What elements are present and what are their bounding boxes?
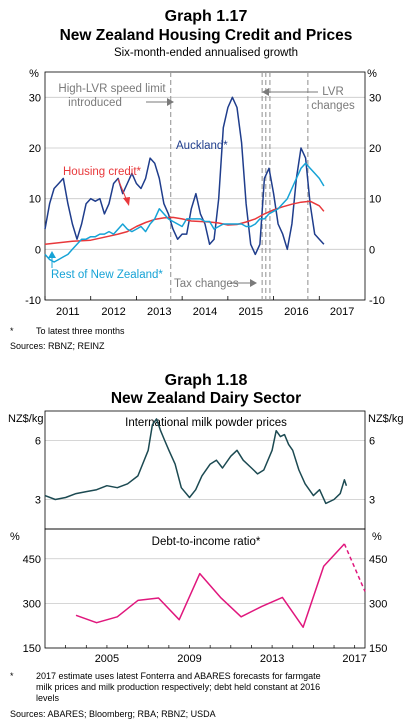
graph1-rest-of-nz-series bbox=[44, 162, 325, 263]
graph2-top-unit-right: NZ$/kg bbox=[368, 413, 403, 425]
graph2-footnote-line: milk prices and milk production respecti… bbox=[36, 682, 320, 692]
graph1-ytick-right: 10 bbox=[369, 194, 381, 206]
graph1-ytick-right: 0 bbox=[369, 244, 375, 256]
graph2-footnote-line: 2017 estimate uses latest Fonterra and A… bbox=[36, 671, 321, 681]
graph2-bottom-unit-left: % bbox=[10, 531, 20, 543]
graph1-label-rest-of-nz: Rest of New Zealand* bbox=[51, 269, 163, 281]
graph2-bottom-ytick-right: 300 bbox=[369, 598, 387, 610]
graph2-top-unit-left: NZ$/kg bbox=[8, 413, 43, 425]
graph2-bottom-ytick-left: 300 bbox=[23, 598, 41, 610]
graph1-frame bbox=[44, 71, 366, 301]
graph2-footnote-mark: * bbox=[10, 671, 14, 681]
graph1-footnote: To latest three months bbox=[36, 326, 125, 336]
graph2-bottom-ytick-left: 150 bbox=[23, 643, 41, 655]
graph1-sources: Sources: RBNZ; REINZ bbox=[10, 341, 105, 351]
graph1-annot-arrowhead bbox=[262, 88, 269, 96]
graph2-bottom-ytick-right: 450 bbox=[369, 554, 387, 566]
graph2-debt-ratio-series bbox=[75, 543, 345, 628]
graph1-annot-arrowhead bbox=[167, 98, 174, 106]
graph2-footnote-line: levels bbox=[36, 693, 60, 703]
graph2-bottom-unit-right: % bbox=[372, 531, 382, 543]
graph2-debt-ratio-estimate bbox=[343, 543, 366, 592]
graph2-top-ytick-right: 3 bbox=[369, 495, 375, 507]
graph2-top-ytick-left: 6 bbox=[35, 436, 41, 448]
graph1-ytick-left: 0 bbox=[35, 244, 41, 256]
graph1-unit-right: % bbox=[367, 68, 377, 80]
graph2-bottom-ytick-right: 150 bbox=[369, 643, 387, 655]
graph1-subtitle: Six-month-ended annualised growth bbox=[114, 47, 298, 59]
graph1-annot-tax: Tax changes bbox=[174, 278, 239, 290]
graph2-bottom-ytick-left: 450 bbox=[23, 554, 41, 566]
graph1-title: New Zealand Housing Credit and Prices bbox=[60, 27, 353, 44]
graph1-annot-lvr: changes bbox=[311, 100, 355, 112]
graph1-label-pointer bbox=[117, 178, 128, 202]
graph1-label-pointer-head bbox=[123, 197, 130, 206]
graph1-annot-lvr: LVR bbox=[322, 86, 344, 98]
graph2-xtick-label: 2017 bbox=[342, 653, 366, 665]
graph1-xtick-label: 2016 bbox=[284, 306, 308, 318]
graph1-unit-left: % bbox=[29, 68, 39, 80]
graph1-xtick-label: 2015 bbox=[238, 306, 262, 318]
graph1-xtick-label: 2011 bbox=[56, 306, 80, 318]
graph1-label-pointer-head bbox=[48, 251, 56, 258]
graph2-top-panel-title: International milk powder prices bbox=[125, 417, 287, 429]
graph1-label-housing-credit: Housing credit* bbox=[63, 166, 142, 178]
graph1-ytick-left: 20 bbox=[29, 143, 41, 155]
graph1-ytick-right: 20 bbox=[369, 143, 381, 155]
graph1-auckland-series bbox=[44, 96, 325, 256]
graph1-footnote-mark: * bbox=[10, 326, 14, 336]
graph1-ytick-left: 30 bbox=[29, 92, 41, 104]
graph1-xtick-label: 2013 bbox=[147, 306, 171, 318]
graph1-ytick-left: 10 bbox=[29, 194, 41, 206]
graph1-annot-high-lvr: High-LVR speed limit bbox=[58, 83, 166, 95]
graph2-number: Graph 1.18 bbox=[165, 372, 248, 389]
graph1-ytick-right: 30 bbox=[369, 92, 381, 104]
graph2-title: New Zealand Dairy Sector bbox=[111, 390, 301, 407]
graph1-label-auckland: Auckland* bbox=[176, 140, 228, 152]
graph1-number: Graph 1.17 bbox=[165, 8, 248, 25]
graph1-xtick-label: 2014 bbox=[193, 306, 217, 318]
graph1-xtick-label: 2017 bbox=[330, 306, 354, 318]
graph2-top-ytick-left: 3 bbox=[35, 495, 41, 507]
graph1-ytick-right: -10 bbox=[369, 295, 385, 307]
graph1-annot-high-lvr: introduced bbox=[68, 97, 122, 109]
graph2-sources: Sources: ABARES; Bloomberg; RBA; RBNZ; U… bbox=[10, 709, 216, 719]
graph2-bottom-panel-title: Debt-to-income ratio* bbox=[152, 536, 261, 548]
graph1-annot-arrowhead bbox=[250, 279, 257, 287]
graph2-xtick-label: 2005 bbox=[95, 653, 119, 665]
graph1-xtick-label: 2012 bbox=[101, 306, 125, 318]
graph2-top-ytick-right: 6 bbox=[369, 436, 375, 448]
graph1-ytick-left: -10 bbox=[25, 295, 41, 307]
graph2-milk-price-series bbox=[44, 418, 348, 505]
graph2-xtick-label: 2013 bbox=[260, 653, 284, 665]
graph2-xtick-label: 2009 bbox=[177, 653, 201, 665]
graph2-bottom-frame bbox=[44, 528, 366, 649]
